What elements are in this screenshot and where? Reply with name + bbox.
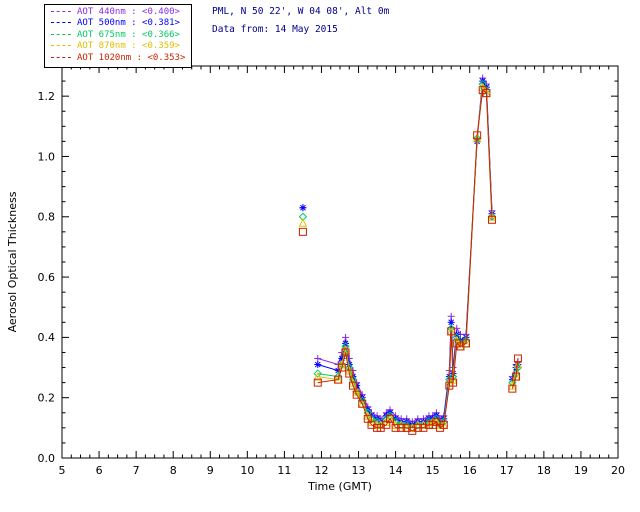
legend-entry: AOT 500nm : <0.381>	[51, 18, 185, 29]
legend-line-sample-icon	[51, 33, 71, 35]
svg-text:0.2: 0.2	[38, 392, 56, 405]
axes: 5 6 7 8 9 10 11 12 13 14 15 16 17 18 19 20 0.0 0.2 0.4 0.6 0…	[6, 65, 625, 493]
legend-entry: AOT 870nm : <0.359>	[51, 41, 185, 52]
svg-text:14: 14	[389, 464, 403, 477]
svg-text:16: 16	[463, 464, 477, 477]
svg-text:10: 10	[240, 464, 254, 477]
legend-entry-label: AOT 440nm : <0.400>	[77, 7, 180, 17]
svg-text:17: 17	[500, 464, 514, 477]
legend-entry-label: AOT 500nm : <0.381>	[77, 18, 180, 29]
svg-text:15: 15	[426, 464, 440, 477]
svg-text:12: 12	[314, 464, 328, 477]
legend-entry-label: AOT 870nm : <0.359>	[77, 41, 180, 52]
svg-text:8: 8	[170, 464, 177, 477]
data-date-text: Data from: 14 May 2015	[212, 24, 338, 35]
legend-entry: AOT 675nm : <0.366>	[51, 30, 185, 41]
svg-text:1.0: 1.0	[38, 150, 56, 163]
legend-entry: AOT 1020nm : <0.353>	[51, 53, 185, 64]
series-aot-1020nm	[298, 86, 522, 435]
svg-text:0.8: 0.8	[38, 211, 56, 224]
legend: AOT 440nm : <0.400> AOT 500nm : <0.381> AO…	[44, 4, 193, 69]
x-axis-title: Time (GMT)	[307, 480, 372, 493]
legend-line-sample-icon	[51, 22, 71, 24]
plot-header: PML, N 50 22', W 04 08', Alt 0m Data fro…	[212, 6, 389, 35]
legend-line-sample-icon	[51, 56, 71, 58]
svg-text:6: 6	[96, 464, 103, 477]
legend-line-sample-icon	[51, 11, 71, 12]
y-axis-title: Aerosol Optical Thickness	[6, 191, 19, 332]
legend-entry: AOT 440nm : <0.400>	[51, 7, 185, 18]
svg-text:18: 18	[537, 464, 551, 477]
svg-text:0.0: 0.0	[38, 452, 56, 465]
legend-entry-label: AOT 675nm : <0.366>	[77, 29, 180, 40]
svg-text:5: 5	[59, 464, 66, 477]
svg-text:20: 20	[611, 464, 625, 477]
svg-text:11: 11	[277, 464, 291, 477]
svg-text:7: 7	[133, 464, 140, 477]
svg-text:13: 13	[352, 464, 366, 477]
svg-text:9: 9	[207, 464, 214, 477]
svg-text:0.6: 0.6	[38, 271, 56, 284]
station-location-text: PML, N 50 22', W 04 08', Alt 0m	[212, 6, 390, 17]
svg-text:1.2: 1.2	[38, 90, 56, 103]
svg-text:0.4: 0.4	[38, 331, 56, 344]
legend-entry-label: AOT 1020nm : <0.353>	[77, 52, 186, 63]
legend-line-sample-icon	[51, 45, 71, 47]
svg-text:19: 19	[574, 464, 588, 477]
